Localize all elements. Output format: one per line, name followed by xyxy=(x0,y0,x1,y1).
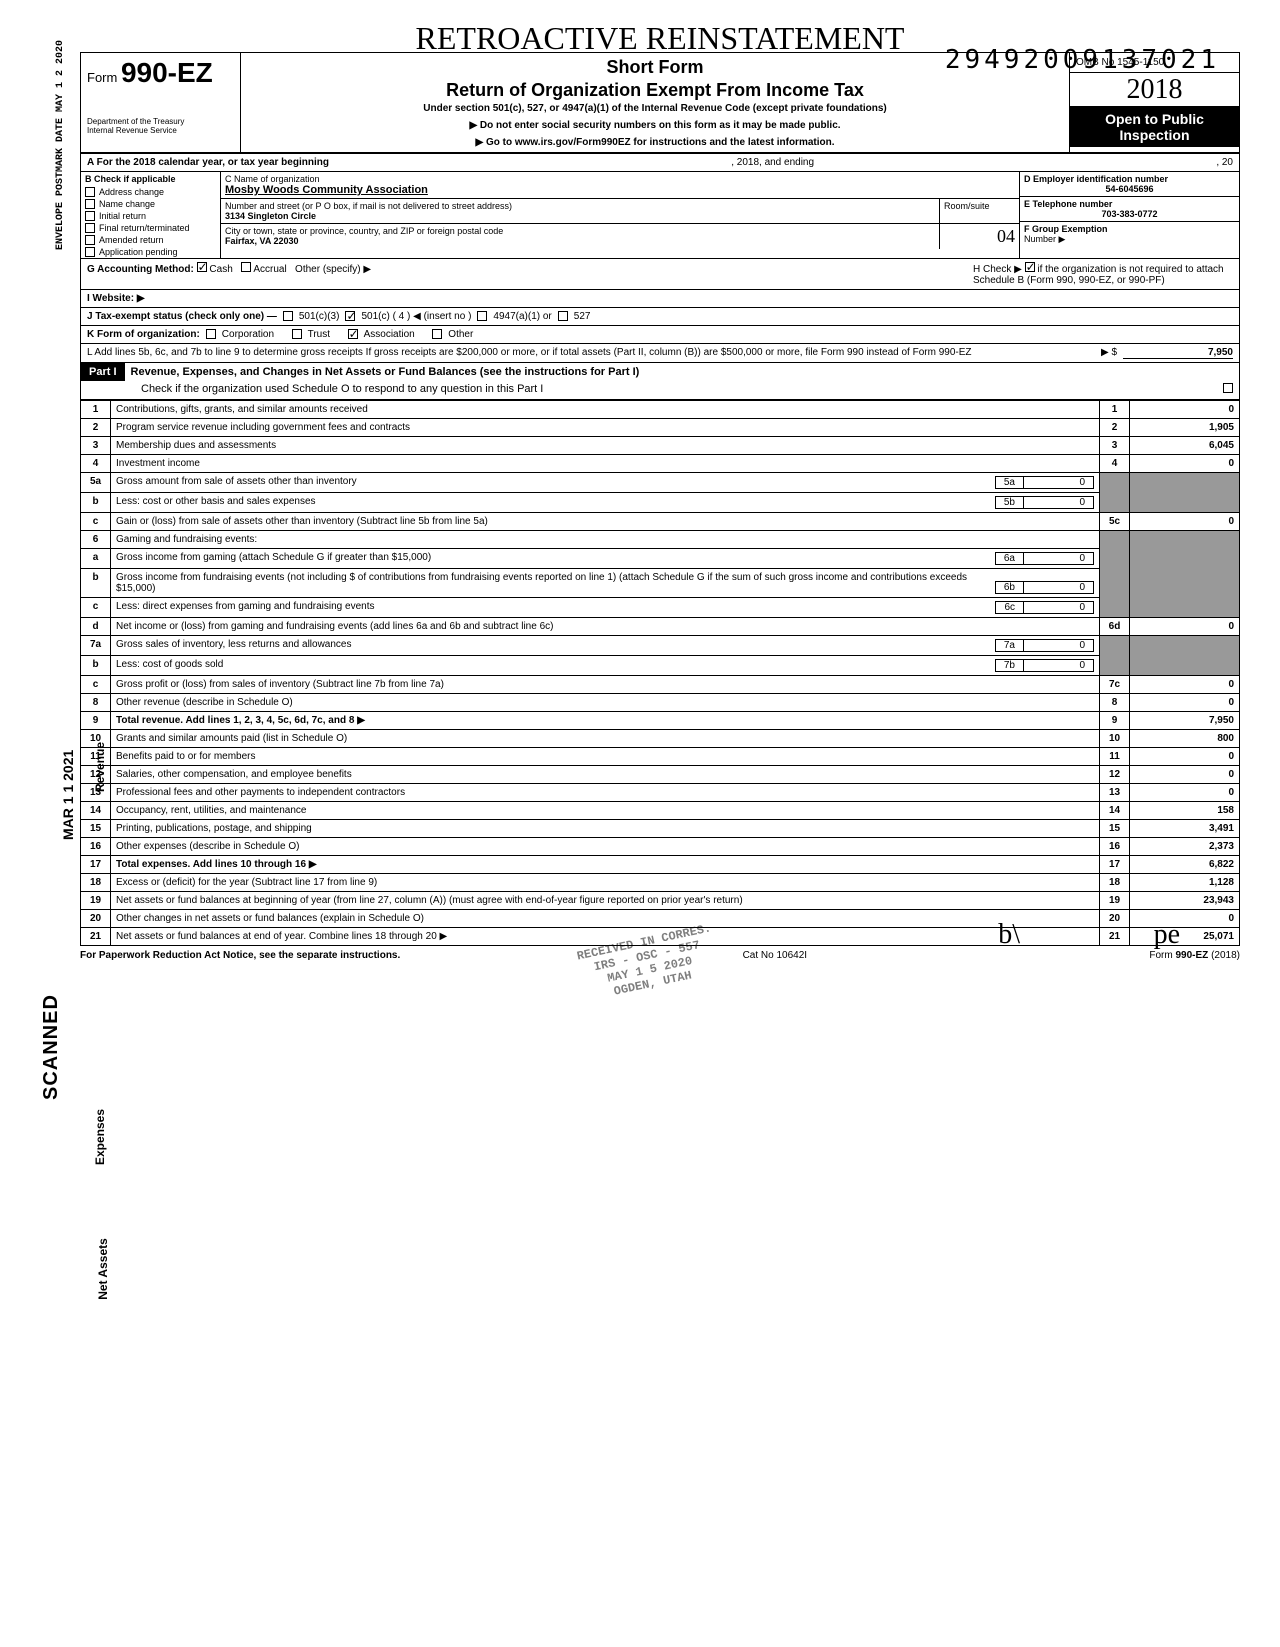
d-label: D Employer identification number xyxy=(1024,174,1168,184)
f-label: F Group Exemption xyxy=(1024,224,1108,234)
checkbox-initial-return[interactable] xyxy=(85,211,95,221)
checkbox-address-change[interactable] xyxy=(85,187,95,197)
open-public-2: Inspection xyxy=(1072,127,1237,143)
signature-2: pe xyxy=(1154,919,1180,951)
short-form-label: Short Form xyxy=(249,57,1061,78)
label-revenue: Revenue xyxy=(93,742,107,792)
form-title: Return of Organization Exempt From Incom… xyxy=(249,80,1061,101)
part-i-title: Revenue, Expenses, and Changes in Net As… xyxy=(125,363,1239,381)
c-label: C Name of organization xyxy=(225,174,1015,184)
row-j: J Tax-exempt status (check only one) — 5… xyxy=(80,308,1240,326)
checkbox-501c[interactable] xyxy=(345,311,355,321)
label-expenses: Expenses xyxy=(93,1109,107,1165)
room-label: Room/suite xyxy=(939,199,1019,223)
scanned-stamp: SCANNED xyxy=(40,994,63,1100)
checkbox-association[interactable] xyxy=(348,329,358,339)
row-l: L Add lines 5b, 6c, and 7b to line 9 to … xyxy=(80,344,1240,363)
row-k: K Form of organization: Corporation Trus… xyxy=(80,326,1240,344)
phone: 703-383-0772 xyxy=(1024,209,1235,219)
block-b-c-d: B Check if applicable Address change Nam… xyxy=(80,172,1240,259)
addr-label: Number and street (or P O box, if mail i… xyxy=(225,201,935,211)
checkbox-schedule-b[interactable] xyxy=(1025,262,1035,272)
checkbox-schedule-o[interactable] xyxy=(1223,383,1233,393)
footer: For Paperwork Reduction Act Notice, see … xyxy=(80,950,1240,961)
note-ssn: ▶ Do not enter social security numbers o… xyxy=(249,120,1061,131)
e-label: E Telephone number xyxy=(1024,199,1112,209)
checkbox-final-return[interactable] xyxy=(85,223,95,233)
checkbox-accrual[interactable] xyxy=(241,262,251,272)
label-net-assets: Net Assets xyxy=(96,1238,110,1300)
checkbox-527[interactable] xyxy=(558,311,568,321)
checkbox-application-pending[interactable] xyxy=(85,247,95,257)
checkbox-name-change[interactable] xyxy=(85,199,95,209)
open-public-1: Open to Public xyxy=(1072,111,1237,127)
gross-receipts: 7,950 xyxy=(1123,347,1233,359)
checkbox-cash[interactable] xyxy=(197,262,207,272)
checkbox-4947[interactable] xyxy=(477,311,487,321)
h-text: H Check ▶ xyxy=(973,264,1022,275)
i-website: I Website: ▶ xyxy=(87,293,145,304)
part-i-bar: Part I xyxy=(81,363,125,381)
city-value: Fairfax, VA 22030 xyxy=(225,236,935,246)
org-name: Mosby Woods Community Association xyxy=(225,184,1015,196)
document-number: 29492009137021 xyxy=(945,45,1220,75)
financial-table: 1Contributions, gifts, grants, and simil… xyxy=(80,400,1240,946)
checkbox-trust[interactable] xyxy=(292,329,302,339)
dept-label: Department of the Treasury Internal Reve… xyxy=(87,117,234,135)
date-stamp: MAR 1 1 2021 xyxy=(60,750,76,840)
street-address: 3134 Singleton Circle xyxy=(225,211,935,221)
form-number: 990-EZ xyxy=(121,57,213,88)
f-sub: Number ▶ xyxy=(1024,234,1065,244)
form-subtitle: Under section 501(c), 527, or 4947(a)(1)… xyxy=(249,103,1061,114)
b-header: B Check if applicable xyxy=(81,172,220,186)
row-a: A For the 2018 calendar year, or tax yea… xyxy=(80,154,1240,172)
checkbox-other-org[interactable] xyxy=(432,329,442,339)
checkbox-501c3[interactable] xyxy=(283,311,293,321)
ein: 54-6045696 xyxy=(1024,184,1235,194)
oa-mark: 04 xyxy=(939,224,1019,249)
checkbox-amended[interactable] xyxy=(85,235,95,245)
signature-1: b\ xyxy=(998,919,1020,951)
city-label: City or town, state or province, country… xyxy=(225,226,935,236)
note-url: ▶ Go to www.irs.gov/Form990EZ for instru… xyxy=(249,137,1061,148)
form-prefix: Form xyxy=(87,70,117,85)
form-year: 18 xyxy=(1155,74,1183,105)
postmark-stamp: ENVELOPE POSTMARK DATE MAY 1 2 2020 xyxy=(55,40,66,250)
g-label: G Accounting Method: xyxy=(87,264,194,275)
part-i-check: Check if the organization used Schedule … xyxy=(141,383,543,395)
checkbox-corp[interactable] xyxy=(206,329,216,339)
